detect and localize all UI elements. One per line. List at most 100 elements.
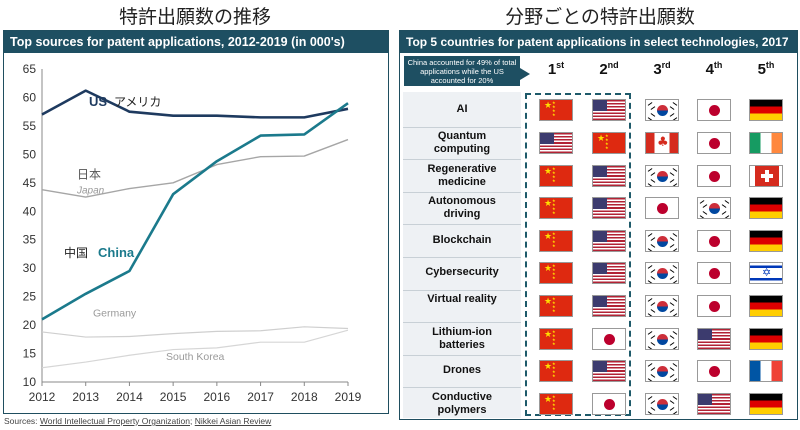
flag-south-korea-icon: [645, 360, 679, 383]
rank-number: 3: [653, 61, 662, 78]
flag-usa-icon: [592, 294, 626, 317]
rank-header-1: 1st: [536, 60, 576, 78]
flag-south-korea-icon: [645, 294, 679, 317]
row-divider: [403, 191, 521, 193]
flag-canada-icon: ♣: [645, 131, 679, 154]
callout-box: China accounted for 49% of total applica…: [404, 56, 520, 86]
flag-table: China accounted for 49% of total applica…: [400, 54, 797, 418]
flag-israel-icon: ✡: [749, 262, 783, 285]
right-heading-jp: 分野ごとの特許出願数: [505, 6, 695, 28]
x-tick-label: 2014: [116, 390, 143, 404]
x-tick-label: 2017: [247, 390, 274, 404]
label-south-korea: South Korea: [166, 351, 225, 363]
tech-label: Autonomous driving: [428, 195, 496, 221]
flag-south-korea-icon: [645, 262, 679, 285]
rank-header-4: 4th: [694, 60, 734, 78]
tech-label: Blockchain: [432, 233, 492, 246]
flag-table-title: Top 5 countries for patent applications …: [400, 31, 797, 53]
flag-china-icon: ★ ★ ★ ★ ★: [539, 229, 573, 252]
row-divider: [403, 224, 521, 226]
flag-japan-icon: [645, 197, 679, 220]
tech-label: Drones: [443, 364, 481, 377]
flag-germany-icon: [749, 197, 783, 220]
flag-china-icon: ★ ★ ★ ★ ★: [539, 262, 573, 285]
row-divider: [403, 322, 521, 324]
row-divider: [403, 387, 521, 389]
flag-france-icon: [749, 360, 783, 383]
rank-number: 2: [599, 61, 608, 78]
line-chart: 10 15 20 25 30 35 40 45 50 55 60 65 2012 2013 2014 2015…: [23, 62, 362, 404]
flag-usa-icon: [592, 164, 626, 187]
rank-suffix: th: [713, 60, 723, 70]
flag-china-icon: ★ ★ ★ ★ ★: [539, 360, 573, 383]
flag-japan-icon: [697, 229, 731, 252]
sources-prefix: Sources:: [4, 416, 40, 426]
rank-header-5: 5th: [746, 60, 786, 78]
series-line-china: [41, 102, 349, 321]
source-wipo-link[interactable]: World Intellectual Property Organization: [39, 416, 190, 426]
flag-china-icon: ★ ★ ★ ★ ★: [539, 164, 573, 187]
flag-japan-icon: [697, 294, 731, 317]
row-divider: [403, 257, 521, 258]
label-china-jp: 中国: [64, 245, 88, 260]
label-us-jp: アメリカ: [114, 95, 161, 109]
flag-south-korea-icon: [645, 229, 679, 252]
y-tick-label: 40: [23, 204, 37, 218]
flag-china-icon: ★ ★ ★ ★ ★: [592, 131, 626, 154]
y-tick-label: 35: [23, 233, 37, 247]
flag-ireland-icon: [749, 131, 783, 154]
flag-south-korea-icon: [697, 197, 731, 220]
y-tick-label: 20: [23, 318, 37, 332]
row-divider: [403, 159, 521, 161]
y-tick-label: 65: [23, 62, 37, 76]
series-line-us: [41, 89, 349, 119]
series-line-germany: [41, 326, 349, 338]
flag-usa-icon: [539, 131, 573, 154]
label-japan-jp: 日本: [77, 167, 101, 181]
sources-separator: ;: [190, 416, 195, 426]
flag-south-korea-icon: [645, 327, 679, 350]
rank-header-3: 3rd: [642, 60, 682, 78]
flag-usa-icon: [592, 197, 626, 220]
flag-china-icon: ★ ★ ★ ★ ★: [539, 294, 573, 317]
row-divider: [403, 126, 521, 128]
category-column-bg: [403, 92, 521, 418]
flag-usa-icon: [592, 229, 626, 252]
flag-usa-icon: [697, 327, 731, 350]
tech-label: Regenerative medicine: [427, 162, 497, 188]
flag-germany-icon: [749, 229, 783, 252]
rank-suffix: rd: [661, 60, 671, 70]
label-germany: Germany: [93, 308, 137, 320]
rank-number: 5: [757, 61, 766, 78]
flag-usa-icon: [592, 99, 626, 122]
x-tick-label: 2013: [72, 390, 99, 404]
x-tick-label: 2016: [204, 390, 231, 404]
flag-south-korea-icon: [645, 99, 679, 122]
flag-china-icon: ★ ★ ★ ★ ★: [539, 197, 573, 220]
sources-line: Sources: World Intellectual Property Org…: [4, 416, 271, 426]
flag-china-icon: ★ ★ ★ ★ ★: [539, 392, 573, 415]
tech-label: AI: [456, 103, 468, 116]
row-divider: [403, 354, 521, 356]
flag-germany-icon: [749, 99, 783, 122]
flag-japan-icon: [697, 99, 731, 122]
flag-usa-icon: [592, 360, 626, 383]
flag-japan-icon: [592, 327, 626, 350]
y-tick-label: 10: [23, 375, 37, 389]
flag-south-korea-icon: [645, 164, 679, 187]
tech-label: Quantum computing: [433, 129, 491, 155]
flag-usa-icon: [697, 392, 731, 415]
rank-suffix: nd: [607, 60, 619, 70]
flag-china-icon: ★ ★ ★ ★ ★: [539, 99, 573, 122]
flag-usa-icon: [592, 262, 626, 285]
rank-number: 4: [705, 61, 714, 78]
flag-japan-icon: [697, 262, 731, 285]
flag-south-korea-icon: [645, 392, 679, 415]
tech-label: Virtual reality: [427, 292, 497, 305]
top-two-highlight: [525, 93, 631, 416]
left-heading-jp: 特許出願数の推移: [118, 6, 271, 28]
rank-header-2: 2nd: [589, 60, 629, 78]
flag-japan-icon: [697, 164, 731, 187]
flag-germany-icon: [749, 327, 783, 350]
source-nikkei-link[interactable]: Nikkei Asian Review: [194, 416, 272, 426]
